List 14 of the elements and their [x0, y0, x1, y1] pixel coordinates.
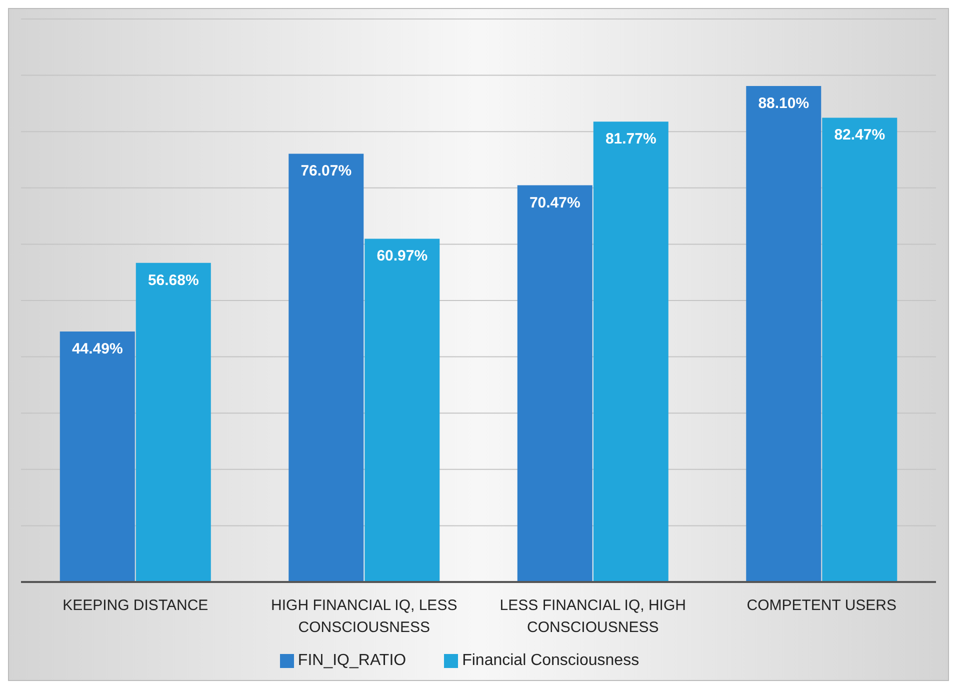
- data-label: 76.07%: [300, 162, 352, 180]
- x-tick-label: HIGH FINANCIAL IQ, LESS CONSCIOUSNESS: [271, 597, 458, 636]
- data-label: 60.97%: [376, 248, 428, 265]
- x-tick-label: LESS FINANCIAL IQ, HIGH CONSCIOUSNESS: [500, 597, 686, 636]
- data-label: 70.47%: [529, 194, 580, 212]
- data-label: 81.77%: [605, 130, 656, 148]
- data-label: 88.10%: [758, 94, 810, 112]
- legend-label: FIN_IQ_RATIO: [298, 652, 406, 669]
- x-tick-label: KEEPING DISTANCE: [62, 597, 208, 614]
- data-label: 44.49%: [72, 340, 123, 358]
- x-tick-label: COMPETENT USERS: [746, 597, 896, 614]
- legend-label: Financial Consciousness: [462, 652, 640, 669]
- data-label: 82.47%: [834, 126, 886, 144]
- data-label: 56.68%: [148, 272, 199, 289]
